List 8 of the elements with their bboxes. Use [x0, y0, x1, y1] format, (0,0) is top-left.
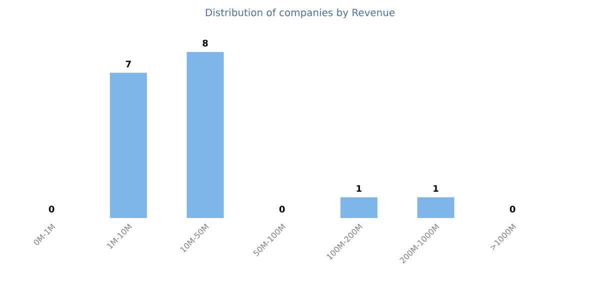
data-label: 7: [126, 60, 131, 68]
data-label: 1: [434, 185, 438, 192]
data-label: 1: [356, 185, 362, 192]
chart-title: Distribution of companies by Revenue: [206, 8, 395, 18]
data-label: 0: [510, 206, 516, 212]
data-label: 8: [202, 40, 208, 46]
data-label: 0: [279, 206, 285, 212]
data-label: 0: [48, 206, 54, 212]
